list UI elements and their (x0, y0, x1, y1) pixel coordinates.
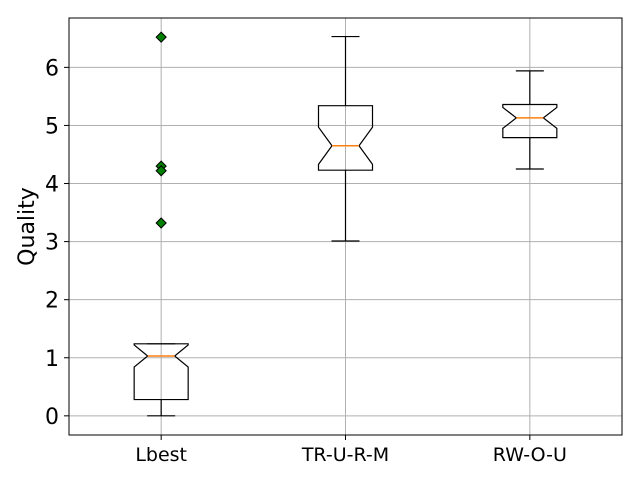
box-body (317, 105, 374, 171)
x-tick-label: TR-U-R-M (301, 444, 389, 466)
y-tick-label: 5 (45, 114, 59, 139)
outlier-point (155, 31, 167, 43)
y-axis-label: Quality (15, 187, 40, 266)
y-tick-label: 6 (45, 56, 59, 81)
box-lbest (133, 31, 189, 417)
y-tick-label: 1 (45, 347, 59, 372)
y-tick-label: 3 (45, 231, 59, 256)
outlier-point (155, 165, 167, 177)
outlier-point (155, 217, 167, 229)
y-tick-label: 0 (45, 405, 59, 430)
box-body (502, 103, 558, 139)
y-tick-label: 4 (45, 173, 59, 198)
box-layer (133, 31, 558, 417)
tick-layer: 0 1 2 3 4 5 6 Lbest TR-U-R-M RW-O-U (45, 56, 567, 466)
x-tick-label: RW-O-U (493, 444, 567, 466)
box-rw-o-u (502, 70, 558, 170)
box-body (133, 343, 189, 401)
y-tick-label: 2 (45, 289, 59, 314)
box-tr-u-r-m (317, 35, 374, 242)
x-tick-label: Lbest (135, 444, 187, 466)
